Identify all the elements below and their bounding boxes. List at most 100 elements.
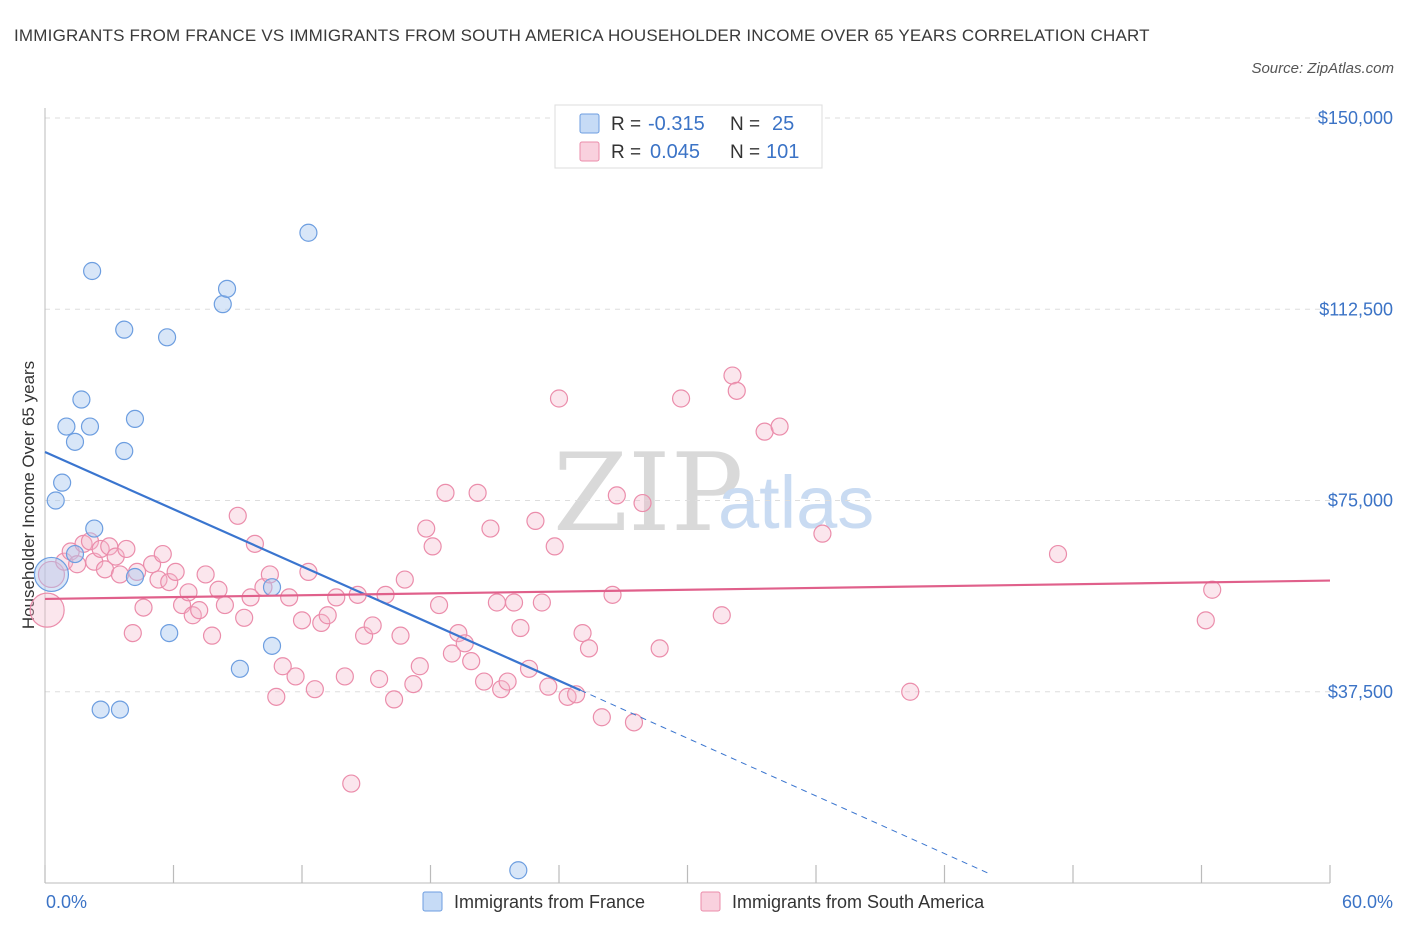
data-point-south-america	[650, 639, 669, 658]
data-point-south-america	[712, 606, 731, 625]
y-tick-label: $112,500	[1319, 299, 1393, 319]
data-point-south-america	[134, 598, 153, 617]
series-legend: Immigrants from France Immigrants from S…	[422, 891, 985, 912]
data-point-south-america	[273, 657, 292, 676]
data-point-south-america	[327, 588, 346, 607]
data-point-south-america	[633, 493, 652, 513]
x-tick-label-min: 0.0%	[46, 892, 87, 912]
watermark-zip: ZIP	[553, 431, 743, 556]
legend-n-value-south-america: 101	[766, 141, 799, 163]
data-point-south-america	[526, 511, 545, 531]
trend-line-france-extension	[580, 689, 988, 874]
x-tick-label-max: 60.0%	[1342, 892, 1393, 912]
data-point-south-america	[442, 644, 462, 663]
data-point-south-america	[481, 519, 500, 538]
data-point-south-america	[511, 618, 530, 638]
data-point-south-america	[429, 595, 449, 615]
data-point-south-america	[384, 690, 404, 709]
data-point-south-america	[573, 623, 592, 643]
data-point-south-america	[545, 537, 564, 556]
data-point-south-america	[624, 713, 644, 732]
data-point-south-america	[196, 565, 215, 584]
y-axis-label: Householder Income Over 65 years	[19, 361, 38, 629]
data-point-france	[262, 636, 282, 655]
data-point-france	[65, 544, 85, 564]
bottom-legend-label-south-america: Immigrants from South America	[732, 892, 985, 912]
data-point-south-america	[468, 483, 487, 502]
data-point-south-america	[235, 608, 254, 627]
data-point-south-america	[901, 682, 920, 701]
data-point-south-america	[395, 570, 414, 589]
data-point-south-america	[305, 680, 324, 699]
legend-swatch-south-america	[579, 141, 600, 162]
trend-line-france	[44, 451, 581, 692]
data-point-south-america	[117, 539, 136, 559]
data-point-south-america	[417, 519, 436, 538]
bottom-legend-swatch-france	[422, 891, 443, 912]
data-point-south-america	[149, 570, 168, 589]
data-point-south-america	[166, 562, 185, 582]
data-point-south-america	[153, 544, 172, 564]
data-point-south-america	[110, 565, 130, 584]
legend-n-value-france: 25	[772, 113, 794, 135]
data-point-south-america	[603, 585, 622, 604]
data-point-france	[115, 320, 134, 339]
data-point-south-america	[215, 595, 234, 615]
legend-n-label-south-america: N =	[730, 142, 760, 163]
data-point-south-america	[404, 674, 423, 694]
data-point-south-america	[592, 708, 611, 727]
trend-lines	[44, 451, 1331, 874]
data-point-france	[110, 700, 130, 719]
data-point-south-america	[607, 486, 626, 505]
data-point-south-america	[292, 611, 312, 630]
data-point-south-america	[579, 639, 599, 658]
series-south-america-points	[29, 366, 1222, 793]
data-point-france	[46, 491, 65, 510]
data-point-france	[160, 623, 179, 643]
axes	[44, 108, 1331, 884]
legend-r-value-france: -0.315	[648, 113, 705, 135]
data-point-south-america	[228, 506, 247, 525]
data-point-south-america	[123, 623, 142, 643]
data-point-france	[91, 700, 110, 719]
data-point-south-america	[190, 601, 209, 620]
data-point-south-america	[267, 687, 286, 706]
bottom-legend-swatch-south-america	[700, 891, 721, 912]
legend-r-label-south-america: R =	[611, 142, 641, 163]
data-point-france	[230, 659, 249, 678]
data-point-south-america	[539, 677, 558, 696]
legend-r-label-france: R =	[611, 114, 641, 135]
data-point-south-america	[342, 774, 361, 793]
data-point-south-america	[455, 634, 474, 653]
legend-n-label-france: N =	[730, 114, 760, 135]
data-point-france	[65, 432, 85, 451]
data-point-south-america	[241, 588, 260, 607]
data-point-south-america	[1196, 611, 1215, 630]
data-point-south-america	[280, 588, 299, 607]
data-point-france	[57, 417, 76, 436]
data-point-south-america	[504, 593, 524, 612]
data-point-france	[157, 328, 177, 347]
data-point-france	[83, 261, 102, 281]
data-point-south-america	[202, 626, 222, 645]
chart-source: Source: ZipAtlas.com	[1251, 60, 1394, 77]
data-point-france	[115, 441, 134, 461]
data-point-france	[213, 295, 232, 314]
data-point-south-america	[391, 626, 410, 645]
data-point-south-america	[487, 593, 506, 612]
trend-line-south-america	[44, 579, 1331, 601]
bottom-legend-label-france: Immigrants from France	[454, 892, 645, 912]
y-tick-labels: $37,500 $75,000 $112,500 $150,000	[1318, 108, 1393, 702]
data-point-south-america	[813, 524, 832, 543]
data-point-south-america	[370, 669, 389, 689]
data-point-south-america	[671, 389, 691, 408]
data-point-south-america	[727, 381, 746, 400]
data-point-south-america	[498, 672, 517, 691]
data-point-south-america	[318, 606, 337, 625]
data-point-south-america	[462, 652, 481, 671]
legend-r-value-south-america: 0.045	[650, 141, 700, 163]
data-point-south-america	[723, 366, 742, 385]
data-point-south-america	[423, 537, 442, 556]
legend-swatch-france	[579, 113, 600, 134]
chart-title: IMMIGRANTS FROM FRANCE VS IMMIGRANTS FRO…	[14, 26, 1150, 45]
